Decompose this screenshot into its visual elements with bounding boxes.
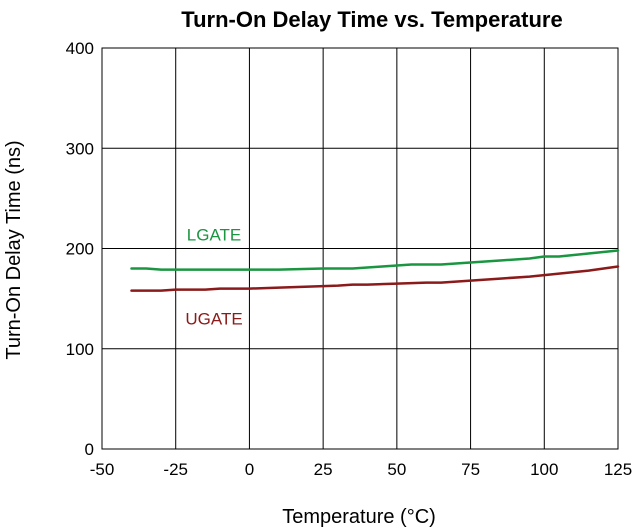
y-axis-label: Turn-On Delay Time (ns) — [3, 140, 25, 359]
x-tick-label: 0 — [245, 460, 254, 479]
x-tick-label: 100 — [530, 460, 558, 479]
x-tick-label: 75 — [461, 460, 480, 479]
x-tick-label: -25 — [163, 460, 188, 479]
plot-frame — [101, 47, 619, 450]
y-tick-label: 300 — [66, 139, 94, 158]
y-tick-label: 0 — [85, 440, 94, 459]
x-tick-label: 125 — [604, 460, 632, 479]
series-label-lgate: LGATE — [187, 225, 241, 244]
y-tick-label: 400 — [66, 39, 94, 58]
x-tick-label: 50 — [387, 460, 406, 479]
y-tick-label: 100 — [66, 340, 94, 359]
x-tick-label: 25 — [314, 460, 333, 479]
series-line-lgate — [130, 249, 620, 271]
plot-area: -50 -25 0 25 50 75 100 125 0 100 200 300 400 LGATE UGA… — [66, 39, 633, 479]
x-tick-label: -50 — [90, 460, 115, 479]
series-label-background — [180, 222, 249, 247]
series-label-background — [180, 306, 249, 331]
series-label-ugate: UGATE — [185, 310, 242, 329]
x-axis-label: Temperature (°C) — [282, 506, 436, 528]
chart-title: Turn-On Delay Time vs. Temperature — [181, 7, 562, 32]
y-tick-label: 200 — [66, 240, 94, 259]
series-line-ugate — [130, 265, 620, 292]
